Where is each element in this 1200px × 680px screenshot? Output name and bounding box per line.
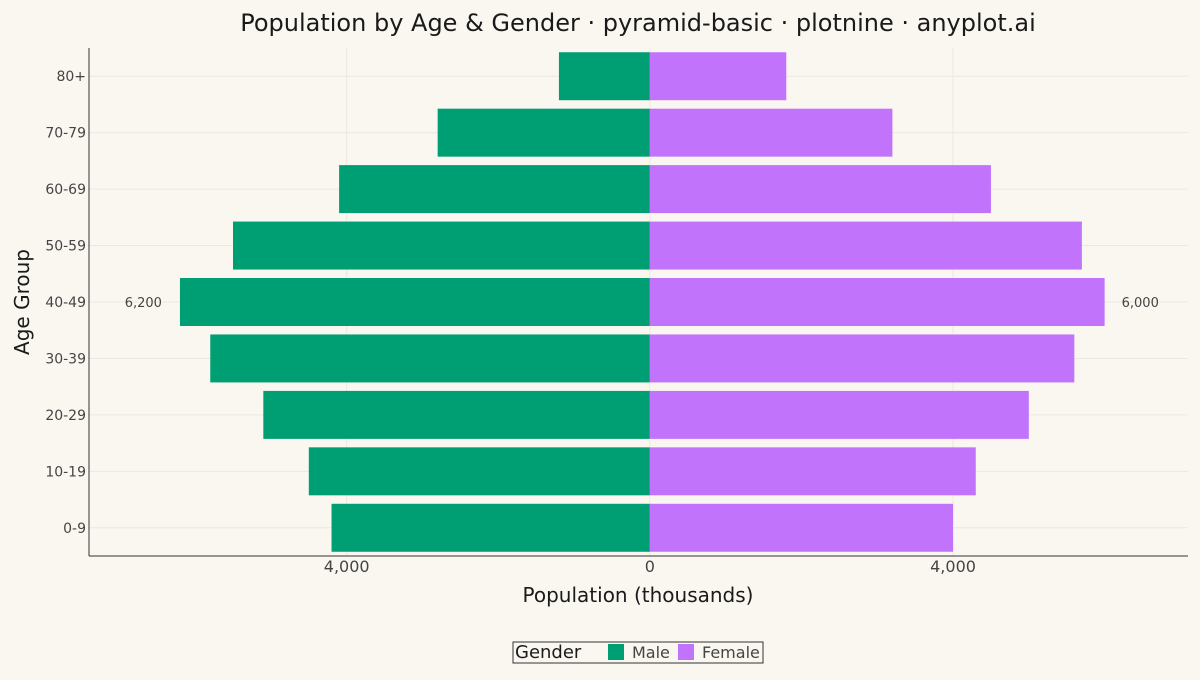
y-tick-label: 20-29: [45, 408, 86, 424]
data-label-female: 6,000: [1122, 296, 1159, 311]
bar-male-50-59: [233, 221, 650, 270]
y-tick-label: 0-9: [63, 521, 86, 537]
x-tick-labels: 4,000 0 4,000: [324, 557, 976, 576]
y-tick-labels: 0-9 10-19 20-29 30-39 40-49 50-59 60-69 70-79 80…: [45, 69, 86, 537]
data-label-male: 6,200: [125, 296, 162, 311]
legend-title: Gender: [515, 642, 582, 663]
legend-label-female: Female: [702, 643, 760, 662]
bar-male-30-39: [210, 334, 650, 383]
bar-female-10-19: [649, 447, 976, 496]
bars: [179, 52, 1105, 552]
x-tick-label: 0: [645, 557, 655, 576]
bar-female-70-79: [649, 108, 893, 157]
y-tick-label: 30-39: [45, 351, 86, 367]
bar-female-30-39: [649, 334, 1075, 383]
y-tick-label: 50-59: [45, 239, 86, 255]
bar-female-80+: [649, 52, 787, 101]
bar-female-50-59: [649, 221, 1082, 270]
data-labels: 6,200 6,000: [125, 296, 1159, 311]
bar-female-20-29: [649, 390, 1029, 439]
x-tick-label: 4,000: [930, 557, 976, 576]
x-axis-title: Population (thousands): [523, 583, 754, 607]
legend-entries: Male Female: [608, 643, 760, 662]
y-tick-label: 10-19: [45, 464, 86, 480]
legend-swatch-female: [678, 644, 694, 660]
y-tick-label: 60-69: [45, 182, 86, 198]
chart-title: Population by Age & Gender · pyramid-bas…: [240, 9, 1036, 37]
y-tick-label: 40-49: [45, 295, 86, 311]
legend-label-male: Male: [632, 643, 670, 662]
bar-male-80+: [558, 52, 650, 101]
legend-swatch-male: [608, 644, 624, 660]
bar-female-0-9: [649, 503, 954, 552]
y-tick-label: 80+: [56, 69, 86, 85]
x-tick-label: 4,000: [324, 557, 370, 576]
bar-female-60-69: [649, 165, 991, 214]
bar-male-70-79: [437, 108, 650, 157]
bar-male-0-9: [331, 503, 650, 552]
legend-box: [512, 641, 764, 664]
bar-male-10-19: [308, 447, 650, 496]
y-axis-title: Age Group: [10, 249, 34, 355]
bar-male-20-29: [263, 390, 650, 439]
axes: [88, 48, 1188, 557]
bar-female-40-49: [649, 278, 1105, 326]
y-tick-label: 70-79: [45, 126, 86, 142]
bar-male-40-49: [179, 278, 650, 326]
legend: Gender Male Female: [512, 641, 764, 664]
bar-male-60-69: [339, 165, 650, 214]
